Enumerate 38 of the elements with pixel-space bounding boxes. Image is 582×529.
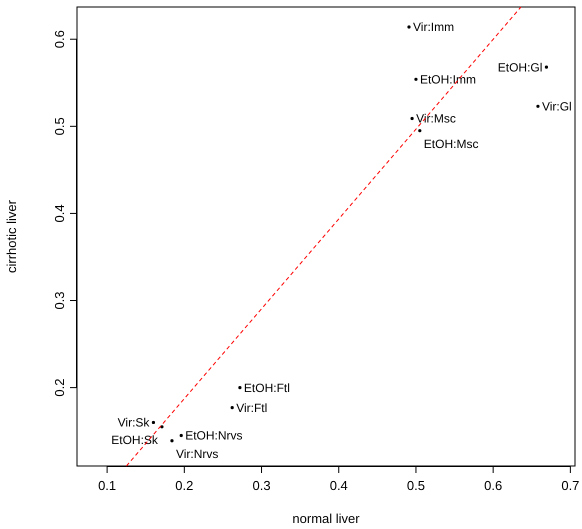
point	[418, 129, 422, 132]
point	[160, 425, 164, 428]
y-axis-title: cirrhotic liver	[4, 199, 19, 273]
data-label: Vir:Gl	[542, 99, 572, 114]
data-label: Vir:Sk	[118, 416, 150, 430]
data-label: EtOH:Nrvs	[185, 428, 243, 443]
point	[238, 386, 242, 390]
point	[152, 420, 156, 424]
x-tick-label: 0.2	[175, 478, 194, 494]
data-label: EtOH:Msc	[424, 136, 478, 151]
point	[180, 434, 183, 438]
x-tick-label: 0.5	[406, 478, 425, 494]
data-label: EtOH:Imm	[420, 72, 476, 86]
data-label: Vir:Imm	[413, 20, 454, 34]
y-tick-label: 0.6	[52, 30, 67, 48]
point	[170, 439, 174, 442]
data-label: Vir:Nrvs	[176, 446, 218, 461]
point	[544, 66, 548, 69]
x-tick-label: 0.6	[484, 478, 502, 494]
x-tick-label: 0.4	[330, 478, 348, 494]
x-tick-label: 0.3	[252, 478, 271, 494]
y-tick-label: 0.5	[52, 117, 67, 136]
point	[410, 116, 414, 120]
y-tick-label: 0.2	[52, 378, 67, 397]
data-label: EtOH:Gl	[498, 60, 542, 74]
y-tick-label: 0.4	[52, 204, 67, 222]
x-axis-title: normal liver	[292, 511, 360, 526]
data-label: EtOH:Sk	[111, 433, 159, 448]
point	[230, 406, 234, 410]
y-tick-label: 0.3	[52, 291, 67, 310]
point	[536, 104, 540, 108]
data-label: EtOH:Ftl	[244, 380, 290, 395]
data-label: Vir:Ftl	[236, 400, 268, 415]
x-tick-label: 0.1	[98, 478, 116, 494]
point	[414, 78, 418, 81]
point	[407, 25, 411, 29]
data-label: Vir:Msc	[416, 112, 456, 126]
x-tick-label: 0.7	[561, 478, 580, 494]
